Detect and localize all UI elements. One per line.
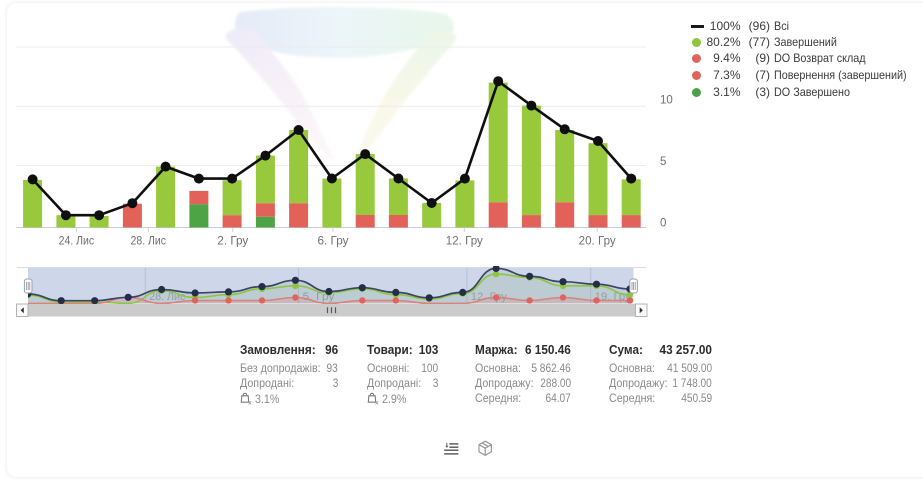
svg-text:2. Гру: 2. Гру [217, 235, 248, 247]
svg-text:10: 10 [660, 95, 673, 107]
svg-text:0: 0 [660, 217, 666, 229]
svg-text:5: 5 [660, 156, 666, 168]
svg-text:20. Гру: 20. Гру [579, 235, 616, 247]
svg-text:x: x [375, 400, 379, 405]
svg-text:6. Гру: 6. Гру [318, 235, 349, 247]
svg-text:12. Гру: 12. Гру [446, 235, 483, 247]
svg-text:28. Лис: 28. Лис [131, 235, 167, 247]
svg-text:24. Лис: 24. Лис [59, 235, 95, 247]
svg-text:x: x [248, 400, 252, 405]
